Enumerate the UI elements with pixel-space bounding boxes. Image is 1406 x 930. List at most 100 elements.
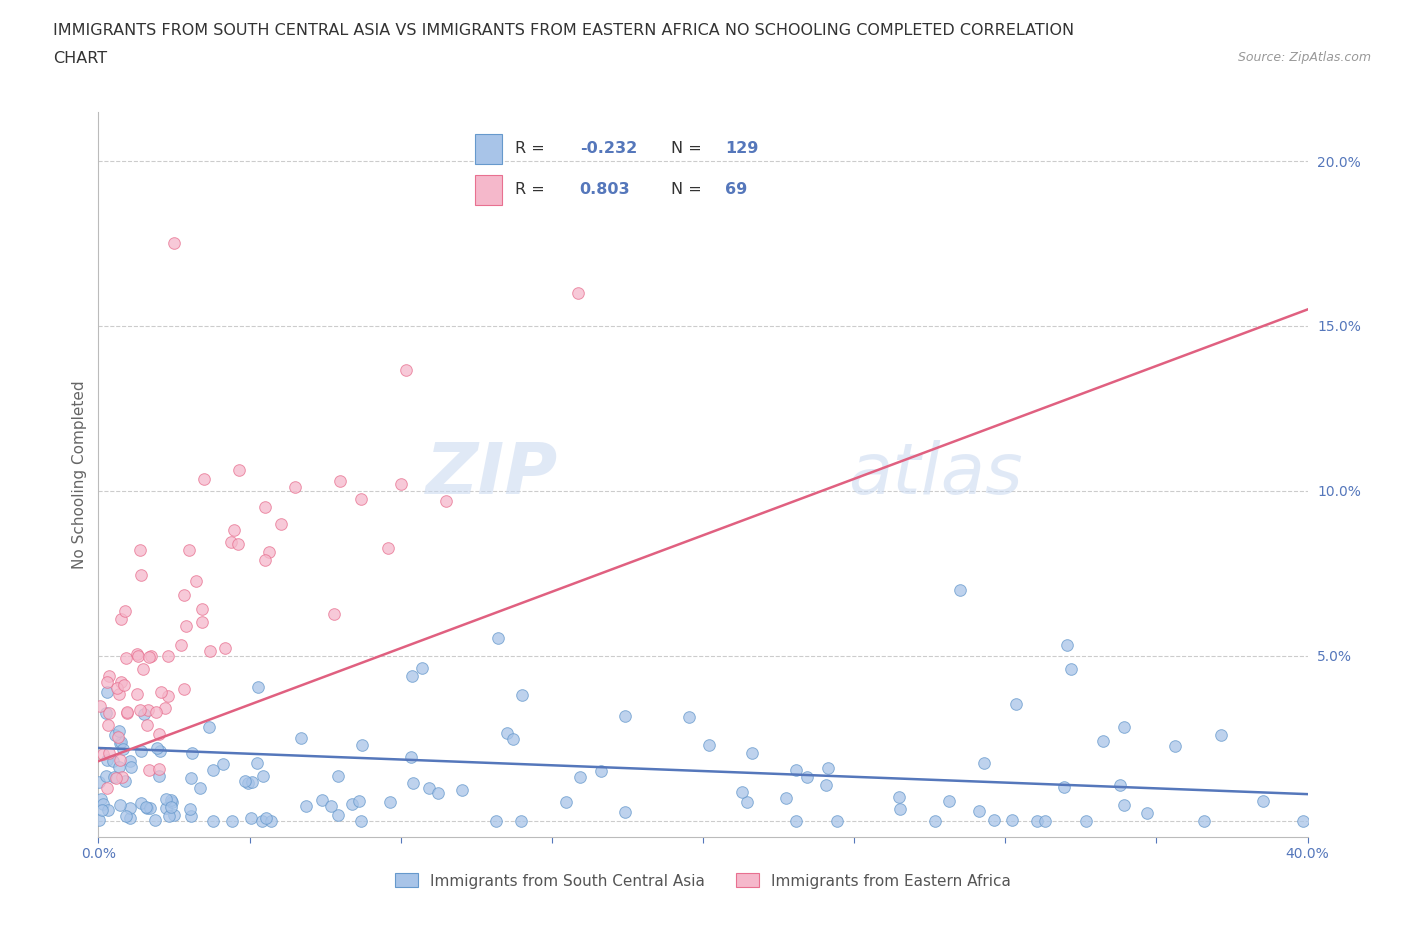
Point [157,649,180,664]
Point [120,759,142,774]
Point [377,540,399,555]
Point [138,763,160,777]
Point [1108,777,1130,792]
Point [1292,813,1315,828]
Point [328,807,350,822]
Point [1004,697,1026,711]
Point [938,794,960,809]
Point [260,813,283,828]
Point [96,674,118,689]
Point [817,761,839,776]
Point [128,703,150,718]
Point [104,727,127,742]
Point [114,774,136,789]
Point [350,813,373,828]
Point [785,813,807,828]
Point [1074,813,1097,828]
Y-axis label: No Schooling Completed: No Schooling Completed [72,380,87,568]
Point [115,650,138,665]
Point [450,783,472,798]
Point [284,480,307,495]
Point [96,752,118,767]
Point [825,813,848,828]
Point [198,719,221,734]
Point [127,648,149,663]
Point [219,535,242,550]
Point [149,685,172,700]
Point [91,803,114,817]
Point [160,795,183,810]
Point [180,770,202,785]
Point [105,681,128,696]
Point [163,807,186,822]
Point [240,775,263,790]
Point [103,769,125,784]
Point [1033,813,1056,828]
Point [201,763,224,777]
Point [228,462,250,477]
Point [198,644,221,658]
Point [322,606,344,621]
Point [90,792,112,807]
Point [110,611,132,626]
Point [108,797,131,812]
Point [496,725,519,740]
Point [1060,661,1083,676]
Point [221,813,243,828]
Point [110,734,132,749]
Point [554,794,576,809]
Point [94,706,117,721]
Point [1053,780,1076,795]
Point [889,802,911,817]
Point [156,688,179,703]
Point [104,771,127,786]
Point [155,801,177,816]
Point [179,802,201,817]
Point [502,731,524,746]
Point [983,813,1005,828]
Point [270,517,292,532]
Point [160,793,183,808]
Point [94,768,117,783]
Point [775,790,797,805]
Point [131,568,153,583]
Point [131,796,153,811]
Point [1192,813,1215,828]
Point [350,491,373,506]
Point [589,764,612,778]
Point [434,493,457,508]
Point [731,785,754,800]
Point [184,574,207,589]
Point [118,801,141,816]
Point [1026,813,1049,828]
Point [613,804,636,819]
Point [949,582,972,597]
Point [157,808,180,823]
Point [329,473,352,488]
Point [887,790,910,804]
Point [91,746,114,761]
Point [155,791,177,806]
Legend: Immigrants from South Central Asia, Immigrants from Eastern Africa: Immigrants from South Central Asia, Immi… [389,868,1017,895]
Point [678,709,700,724]
Point [193,472,215,486]
Point [1056,637,1078,652]
Point [149,744,172,759]
Point [924,813,946,828]
Point [97,803,120,817]
Point [311,792,333,807]
Point [97,669,120,684]
Point [250,813,273,828]
Point [125,687,148,702]
Point [163,236,186,251]
Point [146,740,169,755]
Point [111,742,134,757]
Point [395,363,418,378]
Point [295,798,318,813]
Point [91,797,114,812]
Point [108,724,131,738]
Text: IMMIGRANTS FROM SOUTH CENTRAL ASIA VS IMMIGRANTS FROM EASTERN AFRICA NO SCHOOLIN: IMMIGRANTS FROM SOUTH CENTRAL ASIA VS IM… [53,23,1074,38]
Point [135,799,157,814]
Point [973,756,995,771]
Point [179,543,201,558]
